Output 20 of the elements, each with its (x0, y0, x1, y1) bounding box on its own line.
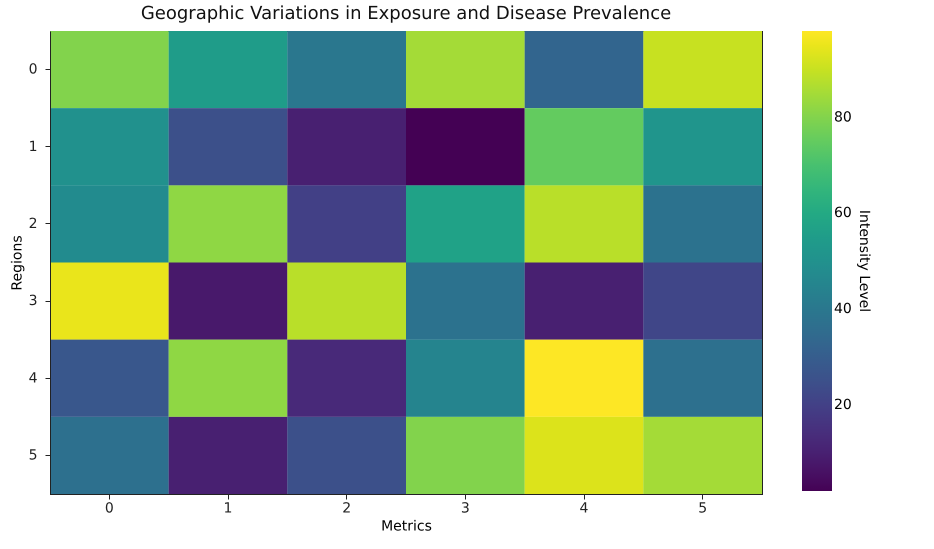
y-tick-label: 1 (28, 138, 38, 155)
y-tick-label: 3 (28, 293, 38, 310)
y-tick-label: 4 (28, 370, 38, 386)
y-tick-label: 0 (28, 62, 38, 78)
color-bar-label: 20 (834, 396, 852, 413)
x-tick-label: 1 (224, 500, 232, 516)
x-tick-label: 3 (460, 500, 470, 516)
color-bar-label: 60 (834, 205, 852, 222)
chart-title: Geographic Variations in Exposure and Disease Prevalence (140, 3, 672, 24)
x-tick-label: 4 (580, 500, 589, 516)
y-axis-title: Regions (10, 235, 26, 291)
y-tick-label: 5 (28, 447, 38, 464)
x-tick-label: 0 (104, 500, 114, 516)
x-axis-title: Metrics (381, 518, 432, 534)
color-bar-label: 80 (834, 109, 852, 126)
color-bar-title: Intensity Level (856, 210, 872, 312)
x-tick-label: 2 (342, 500, 352, 516)
color-bar-label: 40 (834, 300, 852, 317)
x-tick-label: 5 (698, 500, 708, 516)
y-tick-label: 2 (28, 216, 38, 232)
